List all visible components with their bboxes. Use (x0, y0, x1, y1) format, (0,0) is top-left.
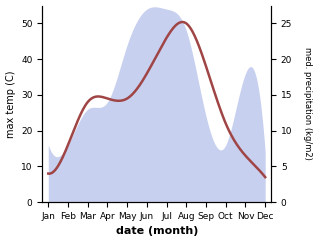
X-axis label: date (month): date (month) (115, 227, 198, 236)
Y-axis label: med. precipitation (kg/m2): med. precipitation (kg/m2) (303, 47, 313, 160)
Y-axis label: max temp (C): max temp (C) (5, 70, 16, 138)
